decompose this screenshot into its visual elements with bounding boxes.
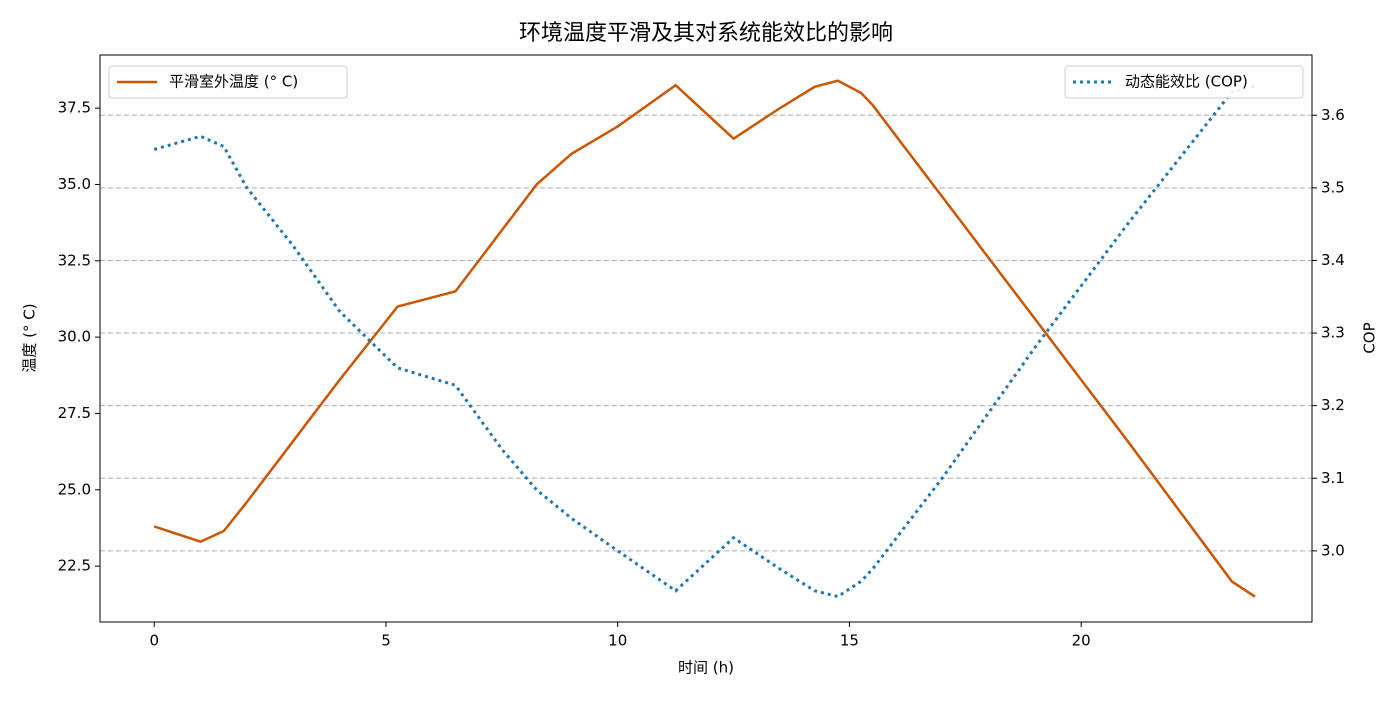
legend-frame [1064,65,1304,99]
plot-frame [99,54,1313,623]
legend-frame [108,65,348,99]
y2-tick-label: 3.6 [1321,106,1345,124]
y-tick-label: 35.0 [58,175,91,193]
y-axis-label: 温度 (° C) [21,303,39,372]
x-tick-label: 15 [840,632,859,650]
y-tick-label: 32.5 [58,251,91,269]
x-tick-label: 10 [608,632,627,650]
x-tick-label: 20 [1072,632,1091,650]
legend-label: 动态能效比 (COP) [1125,73,1248,91]
y-tick-label: 30.0 [58,328,91,346]
y-tick-label: 22.5 [58,557,91,575]
legend: 动态能效比 (COP) [1064,65,1304,99]
y-tick-label: 27.5 [58,404,91,422]
y2-tick-label: 3.5 [1321,178,1345,196]
chart-title: 环境温度平滑及其对系统能效比的影响 [519,21,893,46]
y2-tick-label: 3.4 [1321,251,1345,269]
line-series [153,84,1256,599]
y2-tick-label: 3.3 [1321,324,1345,342]
legend: 平滑室外温度 (° C) [108,65,348,99]
legend-label: 平滑室外温度 (° C) [169,73,298,91]
line-series [153,79,1256,598]
y-tick-label: 37.5 [58,99,91,117]
y2-tick-label: 3.0 [1321,541,1345,559]
x-axis-label: 时间 (h) [678,659,734,677]
y2-axis-label: COP [1361,322,1379,353]
y2-tick-label: 3.1 [1321,469,1345,487]
x-tick-label: 0 [149,632,159,650]
x-tick-label: 5 [381,632,391,650]
y-tick-label: 25.0 [58,480,91,498]
y2-tick-label: 3.2 [1321,396,1345,414]
